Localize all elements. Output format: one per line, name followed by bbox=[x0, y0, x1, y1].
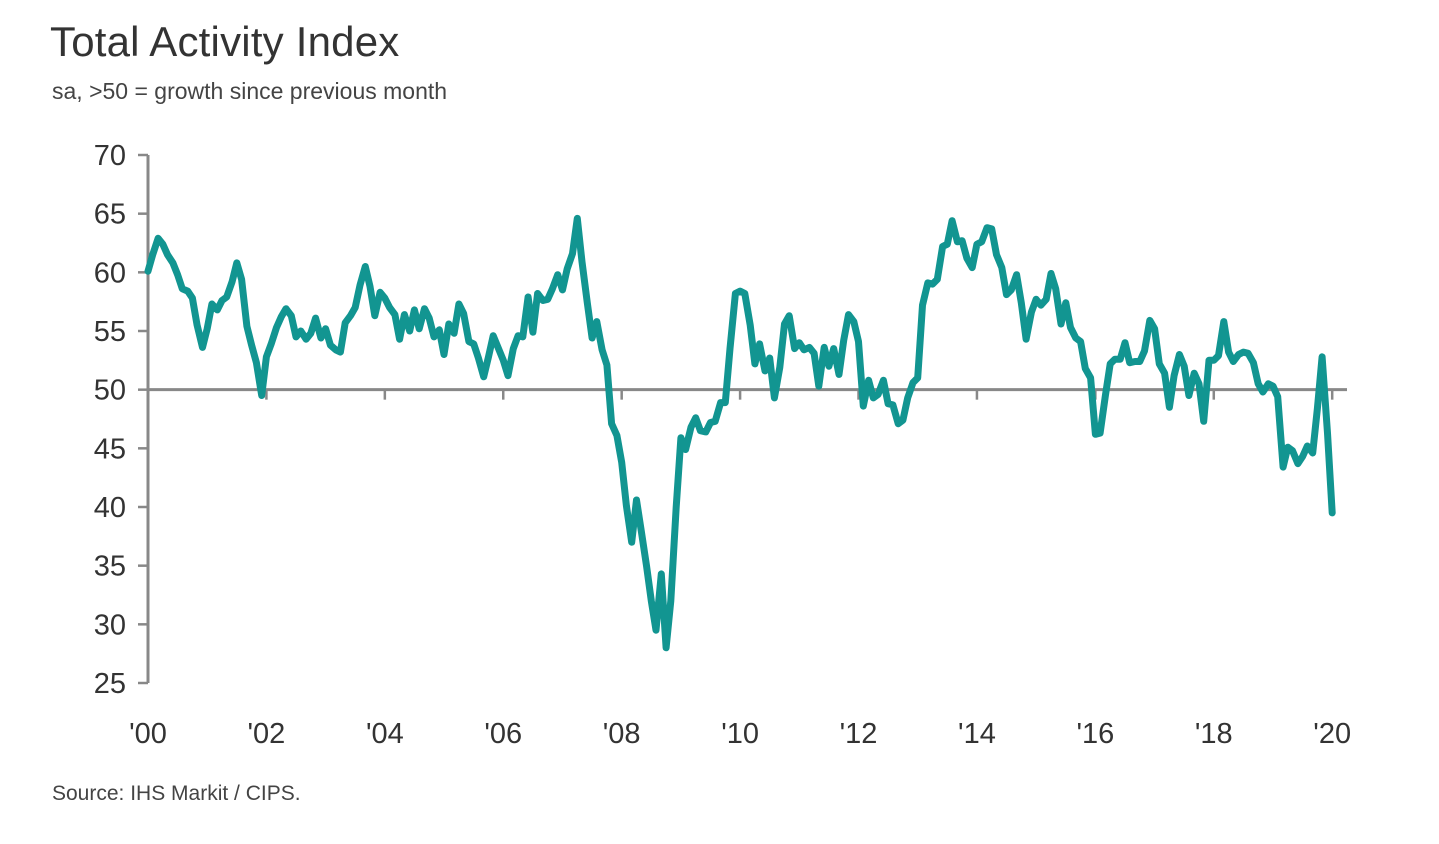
x-tick-label: '14 bbox=[958, 718, 996, 750]
y-tick-label: 70 bbox=[94, 140, 126, 172]
x-tick-label: '08 bbox=[603, 718, 641, 750]
x-tick-label: '02 bbox=[248, 718, 286, 750]
y-tick-label: 30 bbox=[94, 609, 126, 641]
y-tick-label: 55 bbox=[94, 316, 126, 348]
series-line bbox=[144, 214, 1336, 652]
series-layer bbox=[144, 214, 1336, 652]
y-tick-label: 60 bbox=[94, 257, 126, 289]
x-tick-label: '00 bbox=[129, 718, 167, 750]
x-axis-ticks: '00 '02 '04 '06 '08 '10 '12 '14 '16 '18 '20 bbox=[129, 389, 1351, 750]
y-tick-label: 40 bbox=[94, 492, 126, 524]
y-tick-label: 45 bbox=[94, 433, 126, 465]
chart-source: Source: IHS Markit / CIPS. bbox=[52, 782, 301, 805]
x-tick-label: '10 bbox=[721, 718, 759, 750]
chart-title: Total Activity Index bbox=[50, 18, 400, 65]
chart-subtitle: sa, >50 = growth since previous month bbox=[52, 78, 448, 104]
x-tick-label: '12 bbox=[840, 718, 878, 750]
x-tick-label: '18 bbox=[1195, 718, 1233, 750]
y-tick-label: 35 bbox=[94, 551, 126, 583]
y-tick-label: 50 bbox=[94, 375, 126, 407]
axes bbox=[146, 155, 1347, 683]
y-tick-label: 65 bbox=[94, 199, 126, 231]
y-tick-label: 25 bbox=[94, 668, 126, 700]
y-axis-ticks: 25 30 35 40 45 50 55 60 65 70 bbox=[94, 140, 148, 700]
x-tick-label: '16 bbox=[1076, 718, 1114, 750]
x-tick-label: '20 bbox=[1313, 718, 1351, 750]
x-tick-label: '04 bbox=[366, 718, 404, 750]
x-tick-label: '06 bbox=[484, 718, 522, 750]
